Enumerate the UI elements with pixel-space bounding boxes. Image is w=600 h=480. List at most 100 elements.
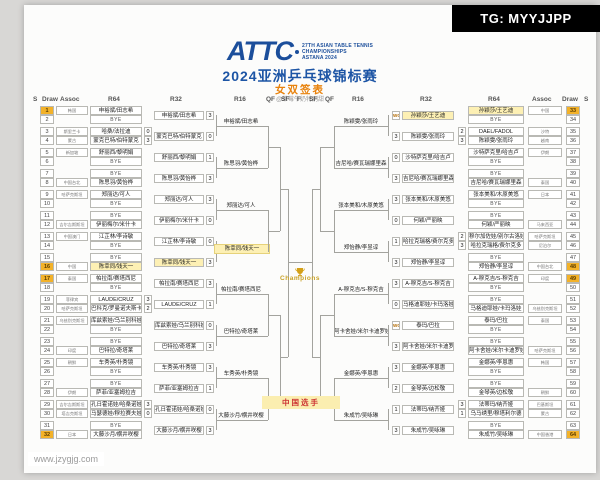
- assoc-label: 哈萨克斯坦: [528, 232, 562, 241]
- r64-slot-bye: BYE: [90, 325, 142, 334]
- assoc-label: 伊朗: [56, 388, 88, 397]
- draw-number: 24: [40, 346, 54, 355]
- column-header-f: F: [297, 96, 301, 103]
- r16-entry: 郑丽达/可人: [226, 202, 256, 209]
- draw-number: 45: [566, 232, 580, 241]
- r64-slot: 车秀英/朴秀镜: [90, 358, 142, 367]
- r32-entry: 库兹索娃/乌兰别科娃: [154, 320, 204, 330]
- bracket-line: [216, 335, 268, 337]
- r64-slot: 陈幸同/钱天一: [90, 262, 142, 271]
- r32-entry: 舒丽西/黎明娟: [154, 152, 204, 162]
- r64-slot-bye: BYE: [468, 199, 524, 208]
- column-header-r32: R32: [170, 96, 182, 103]
- r64-slot-bye: BYE: [90, 157, 142, 166]
- assoc-label: 尼泊尔: [528, 241, 562, 250]
- draw-number: 21: [40, 316, 54, 325]
- draw-number: 13: [40, 232, 54, 241]
- r32-score: 3: [206, 278, 214, 288]
- r64-score: 2: [458, 232, 466, 241]
- r32-score: 3: [392, 425, 400, 435]
- assoc-label: 菲律宾: [56, 295, 88, 304]
- r64-slot: 金琴英/边松敬: [468, 388, 524, 397]
- bracket-line: [268, 314, 280, 316]
- draw-number: 26: [40, 367, 54, 376]
- r32-score: 3: [206, 257, 214, 267]
- r32-entry: 阿卡舍娃/米尔卡迪罗娃: [402, 341, 454, 351]
- r64-slot: 巴特拉/奇塔莱: [90, 346, 142, 355]
- r64-slot-bye: BYE: [90, 421, 142, 430]
- assoc-label: 泰国: [56, 274, 88, 283]
- draw-number: 53: [566, 316, 580, 325]
- draw-number: 34: [566, 115, 580, 124]
- r64-score: 0: [144, 127, 152, 136]
- bracket-line: [216, 419, 268, 421]
- r64-slot-bye: BYE: [90, 199, 142, 208]
- assoc-label: 泰国: [528, 316, 562, 325]
- r64-slot-bye: BYE: [90, 241, 142, 250]
- r64-slot: 帕拉南/赛塔西尼: [90, 274, 142, 283]
- bracket-line: [320, 230, 334, 232]
- r32-score: 0: [392, 299, 400, 309]
- assoc-label: 塔吉克斯坦: [56, 409, 88, 418]
- assoc-label: 中国: [56, 262, 88, 271]
- assoc-label: 朝鲜: [528, 388, 562, 397]
- bracket-line: [388, 367, 389, 388]
- column-header-r32: R32: [420, 96, 432, 103]
- bracket-line: [388, 325, 389, 346]
- r64-slot: 哈拉克瑞格/费尔克多: [468, 241, 524, 250]
- r32-entry: 张本美和/木原美悠: [402, 194, 454, 204]
- r64-slot: 蒙克巴特/伯特蒙克: [90, 136, 142, 145]
- r32-score: 3: [206, 341, 214, 351]
- draw-number: 3: [40, 127, 54, 136]
- draw-number: 57: [566, 358, 580, 367]
- r32-score: 3: [392, 173, 400, 183]
- r32-score: 2: [392, 383, 400, 393]
- column-header-r64: R64: [108, 96, 120, 103]
- r64-slot: 舒丽西/黎明娟: [90, 148, 142, 157]
- bracket-line: [216, 209, 268, 211]
- r32-score: 1: [206, 299, 214, 309]
- trophy-icon: [295, 264, 305, 282]
- r32-score: 3: [392, 341, 400, 351]
- r64-slot-bye: BYE: [90, 379, 142, 388]
- draw-number: 56: [566, 346, 580, 355]
- r64-slot-bye: BYE: [468, 283, 524, 292]
- logo-line-1: 27TH ASIAN TABLE TENNIS: [301, 42, 373, 49]
- r64-slot-bye: BYE: [90, 283, 142, 292]
- draw-number: 40: [566, 178, 580, 187]
- r64-slot: DAEL/FADOL: [468, 127, 524, 136]
- r32-entry: 马格迪耶娃/卡玛洛娃: [402, 299, 454, 309]
- r32-entry: 金琴英/边松敬: [402, 383, 454, 393]
- r64-score: 3: [144, 295, 152, 304]
- draw-number: 36: [566, 136, 580, 145]
- r64-slot: 郑怡静/李昱谆: [468, 262, 524, 271]
- draw-number: 52: [566, 304, 580, 313]
- r32-score: WO: [392, 320, 400, 330]
- r64-score: 0: [144, 409, 152, 418]
- draw-number: 35: [566, 127, 580, 136]
- china-players-legend: 中国选手: [262, 396, 340, 409]
- assoc-label: 斯里兰卡: [56, 127, 88, 136]
- r32-entry: 大藤沙月/横井咲樱: [154, 425, 204, 435]
- logo-line-2: CHAMPIONSHIPS: [301, 48, 347, 55]
- r16-entry: 朱成竹/吴咏琳: [343, 412, 379, 419]
- r64-slot-bye: BYE: [468, 115, 524, 124]
- r64-slot: 孔日霍诺娃/哈桑诺娃: [90, 400, 142, 409]
- draw-number: 16: [40, 262, 54, 271]
- assoc-label: 沙特: [528, 127, 562, 136]
- assoc-label: 哈萨克斯坦: [56, 304, 88, 313]
- r32-score: 3: [206, 425, 214, 435]
- r32-entry: 伊丽梅尔/米什卡: [154, 215, 204, 225]
- r32-score: 0: [206, 236, 214, 246]
- draw-number: 64: [566, 430, 580, 439]
- draw-number: 30: [40, 409, 54, 418]
- r64-slot-bye: BYE: [90, 211, 142, 220]
- assoc-label: 乌兹别克斯坦: [528, 304, 562, 313]
- r32-score: 1: [392, 404, 400, 414]
- r16-entry: 阿卡舍娃/米尔卡迪罗娃: [334, 328, 388, 335]
- attc-logo-text: ATTC: [227, 36, 294, 66]
- r32-score: 1: [206, 383, 214, 393]
- draw-number: 10: [40, 199, 54, 208]
- assoc-label: 中国澳门: [56, 232, 88, 241]
- r64-score: 2: [458, 127, 466, 136]
